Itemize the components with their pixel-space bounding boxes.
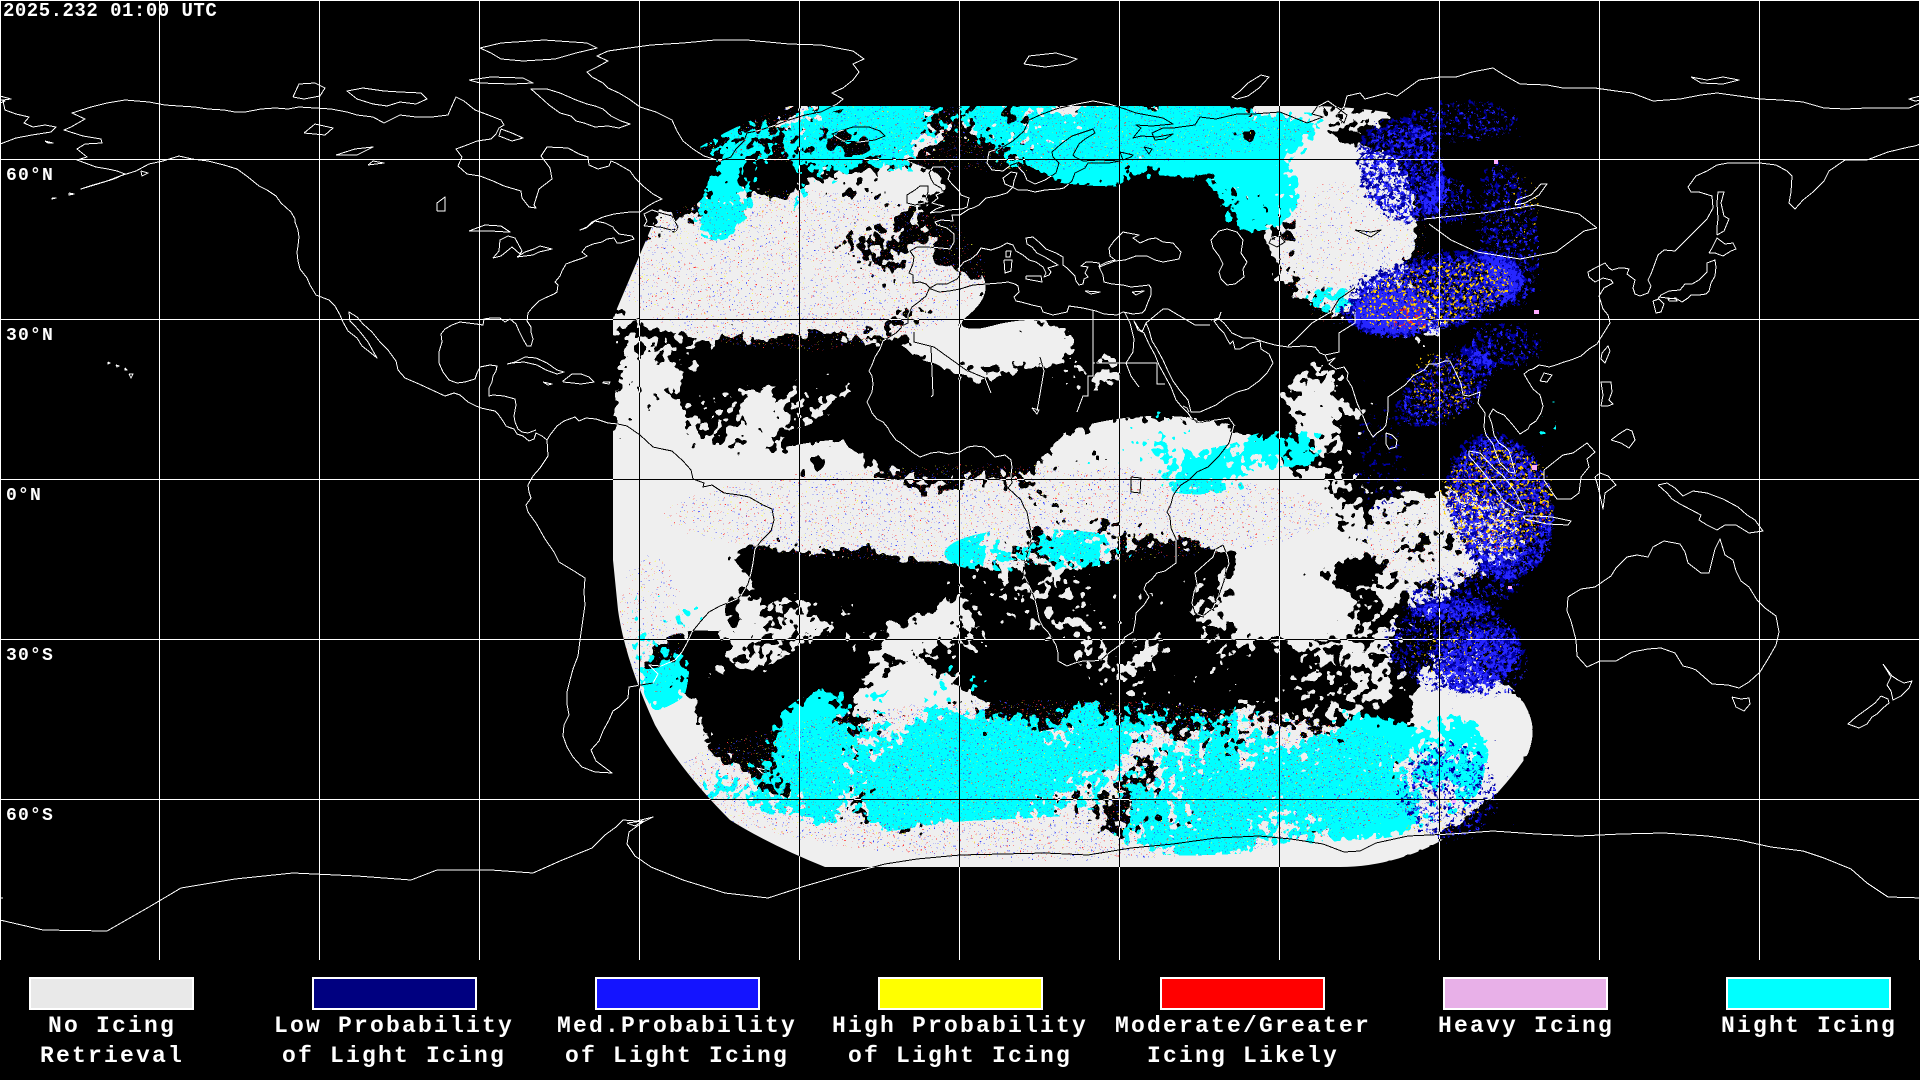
svg-text:30°N: 30°N <box>6 326 54 346</box>
svg-text:Night Icing: Night Icing <box>1721 1013 1897 1039</box>
svg-text:Retrieval: Retrieval <box>40 1043 184 1069</box>
svg-text:of Light Icing: of Light Icing <box>848 1043 1072 1069</box>
svg-text:Med.Probability: Med.Probability <box>557 1013 797 1039</box>
svg-text:0°N: 0°N <box>6 486 42 506</box>
svg-text:No Icing: No Icing <box>48 1013 176 1039</box>
svg-text:60°S: 60°S <box>6 806 54 826</box>
svg-text:Moderate/Greater: Moderate/Greater <box>1115 1013 1371 1039</box>
svg-text:Icing Likely: Icing Likely <box>1147 1043 1339 1069</box>
svg-text:of Light Icing: of Light Icing <box>565 1043 789 1069</box>
svg-text:Heavy Icing: Heavy Icing <box>1438 1013 1614 1039</box>
svg-text:of Light Icing: of Light Icing <box>282 1043 506 1069</box>
svg-text:60°N: 60°N <box>6 166 54 186</box>
svg-text:Low Probability: Low Probability <box>274 1013 514 1039</box>
svg-text:2025.232 01:00 UTC: 2025.232 01:00 UTC <box>3 0 217 22</box>
svg-text:30°S: 30°S <box>6 646 54 666</box>
svg-text:High Probability: High Probability <box>832 1013 1088 1039</box>
